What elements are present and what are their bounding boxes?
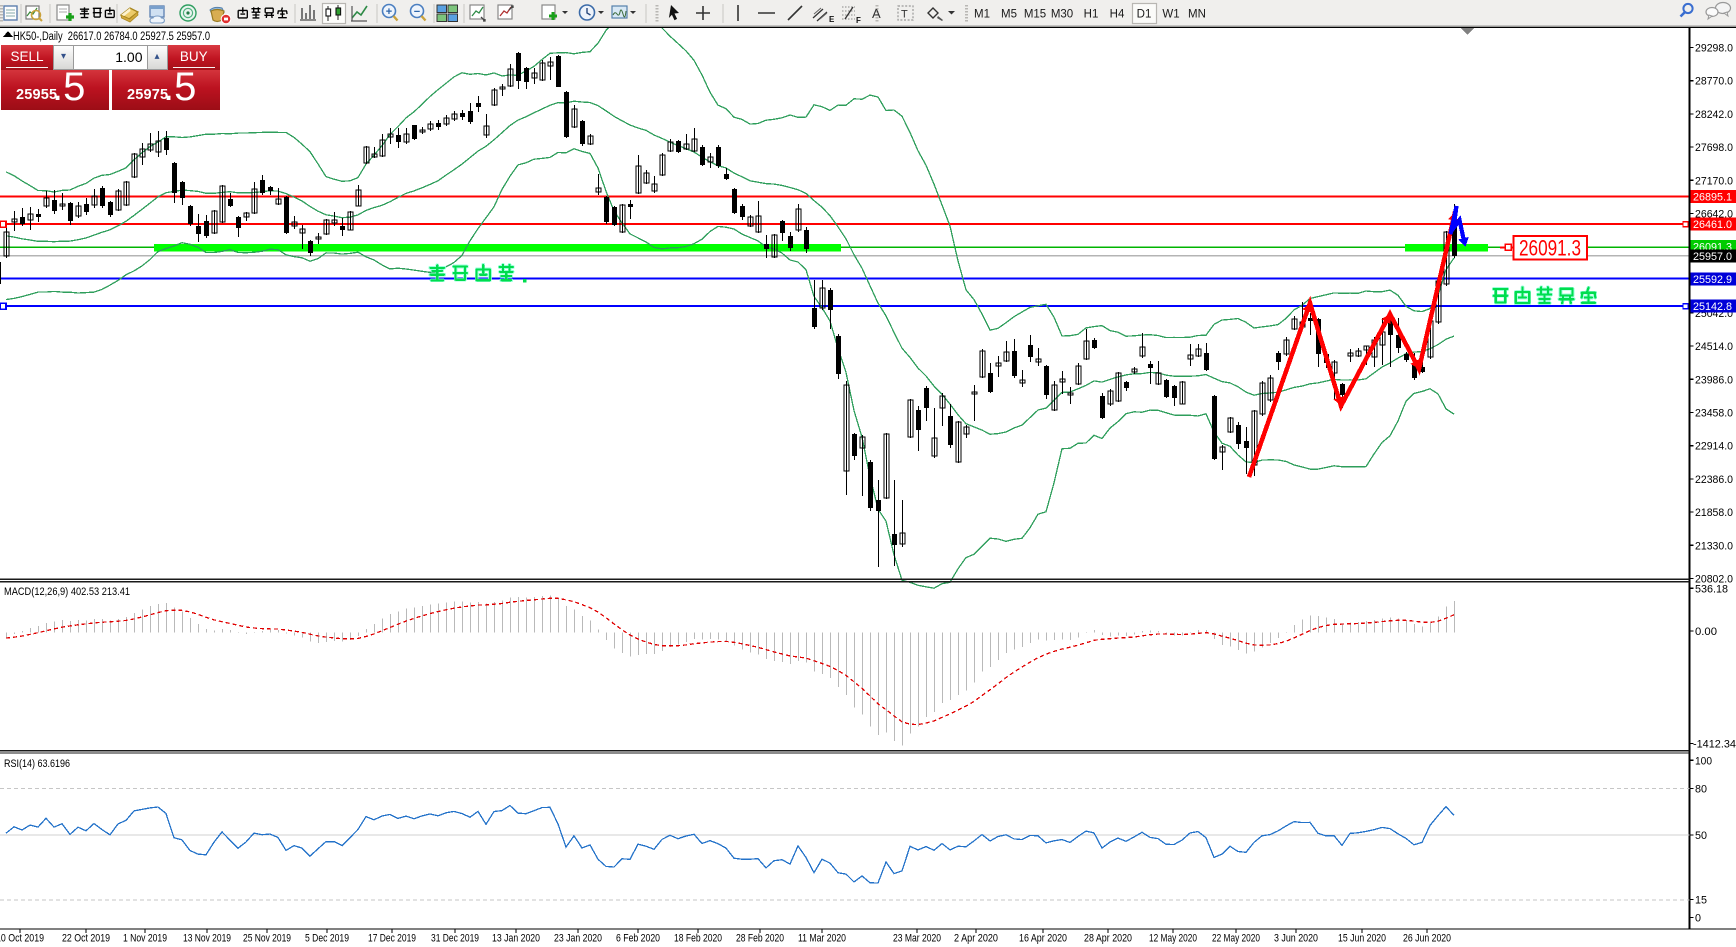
svg-text:0: 0 bbox=[1695, 913, 1701, 925]
svg-text:26461.0: 26461.0 bbox=[1693, 219, 1732, 231]
svg-text:20802.0: 20802.0 bbox=[1695, 574, 1733, 586]
svg-text:26895.1: 26895.1 bbox=[1693, 192, 1732, 204]
svg-text:28770.0: 28770.0 bbox=[1695, 76, 1733, 88]
svg-text:28242.0: 28242.0 bbox=[1695, 109, 1733, 121]
svg-text:21858.0: 21858.0 bbox=[1695, 507, 1733, 519]
svg-text:5 Dec 2019: 5 Dec 2019 bbox=[305, 933, 349, 945]
svg-text:15 Jun 2020: 15 Jun 2020 bbox=[1338, 933, 1386, 945]
svg-text:D1: D1 bbox=[1137, 9, 1152, 21]
svg-text:H1: H1 bbox=[1084, 9, 1099, 21]
svg-text:28 Feb 2020: 28 Feb 2020 bbox=[736, 933, 784, 945]
svg-text:M5: M5 bbox=[1001, 9, 1017, 21]
svg-text:21330.0: 21330.0 bbox=[1695, 540, 1733, 552]
svg-text:80: 80 bbox=[1695, 784, 1707, 796]
svg-text:+: + bbox=[386, 6, 392, 18]
svg-text:6 Feb 2020: 6 Feb 2020 bbox=[616, 933, 660, 945]
svg-text:25 Nov 2019: 25 Nov 2019 bbox=[243, 933, 291, 945]
svg-text:23458.0: 23458.0 bbox=[1695, 408, 1733, 420]
svg-text:M1: M1 bbox=[974, 9, 990, 21]
svg-text:E: E bbox=[829, 15, 835, 24]
svg-text:22386.0: 22386.0 bbox=[1695, 474, 1733, 486]
svg-text:12 May 2020: 12 May 2020 bbox=[1149, 933, 1197, 945]
svg-text:23 Mar 2020: 23 Mar 2020 bbox=[893, 933, 941, 945]
svg-text:50: 50 bbox=[1695, 830, 1707, 842]
svg-text:1 Nov 2019: 1 Nov 2019 bbox=[123, 933, 167, 945]
svg-text:23 Jan 2020: 23 Jan 2020 bbox=[554, 933, 602, 945]
svg-text:-1412.34: -1412.34 bbox=[1693, 739, 1736, 751]
svg-text:26091.3: 26091.3 bbox=[1519, 237, 1581, 262]
svg-text:536.18: 536.18 bbox=[1695, 583, 1728, 595]
svg-text:26642.0: 26642.0 bbox=[1695, 209, 1733, 221]
svg-text:11 Mar 2020: 11 Mar 2020 bbox=[798, 933, 846, 945]
svg-text:22 May 2020: 22 May 2020 bbox=[1212, 933, 1260, 945]
svg-text:MN: MN bbox=[1188, 9, 1206, 21]
svg-text:24514.0: 24514.0 bbox=[1695, 341, 1733, 353]
svg-text:16 Apr 2020: 16 Apr 2020 bbox=[1019, 933, 1067, 945]
svg-text:W1: W1 bbox=[1162, 9, 1179, 21]
svg-text:2 Apr 2020: 2 Apr 2020 bbox=[954, 933, 998, 945]
svg-text:27698.0: 27698.0 bbox=[1695, 142, 1733, 154]
svg-text:−: − bbox=[414, 6, 420, 18]
svg-text:0.00: 0.00 bbox=[1695, 626, 1717, 638]
svg-text:25592.9: 25592.9 bbox=[1693, 274, 1732, 286]
svg-text:25957.0: 25957.0 bbox=[1693, 251, 1732, 263]
svg-text:MACD(12,26,9) 402.53 213.41: MACD(12,26,9) 402.53 213.41 bbox=[4, 586, 130, 598]
svg-text:15: 15 bbox=[1695, 895, 1707, 907]
svg-text:22 Oct 2019: 22 Oct 2019 bbox=[62, 933, 110, 945]
svg-text:22914.0: 22914.0 bbox=[1695, 441, 1733, 453]
svg-text:13 Nov 2019: 13 Nov 2019 bbox=[183, 933, 231, 945]
svg-text:29298.0: 29298.0 bbox=[1695, 43, 1733, 55]
svg-text:27170.0: 27170.0 bbox=[1695, 175, 1733, 187]
svg-text:17 Dec 2019: 17 Dec 2019 bbox=[368, 933, 416, 945]
svg-text:31 Dec 2019: 31 Dec 2019 bbox=[431, 933, 479, 945]
svg-text:H4: H4 bbox=[1110, 9, 1125, 21]
svg-text:13 Jan 2020: 13 Jan 2020 bbox=[492, 933, 540, 945]
svg-text:26 Jun 2020: 26 Jun 2020 bbox=[1403, 933, 1451, 945]
svg-text:A: A bbox=[872, 6, 881, 21]
svg-text:3 Jun 2020: 3 Jun 2020 bbox=[1274, 933, 1318, 945]
svg-text:23986.0: 23986.0 bbox=[1695, 374, 1733, 386]
svg-text:28 Apr 2020: 28 Apr 2020 bbox=[1084, 933, 1132, 945]
svg-text:M30: M30 bbox=[1051, 9, 1073, 21]
svg-text:10 Oct 2019: 10 Oct 2019 bbox=[0, 933, 44, 945]
svg-text:25142.8: 25142.8 bbox=[1693, 301, 1732, 313]
svg-text:M15: M15 bbox=[1024, 9, 1046, 21]
svg-text:F: F bbox=[856, 16, 861, 25]
svg-text:100: 100 bbox=[1695, 755, 1712, 767]
svg-text:18 Feb 2020: 18 Feb 2020 bbox=[674, 933, 722, 945]
svg-text:HK50-,Daily 26617.0 26784.0 2: HK50-,Daily 26617.0 26784.0 25927.5 2595… bbox=[13, 31, 210, 43]
svg-text:T: T bbox=[901, 9, 908, 21]
svg-text:RSI(14) 63.6196: RSI(14) 63.6196 bbox=[4, 758, 70, 770]
